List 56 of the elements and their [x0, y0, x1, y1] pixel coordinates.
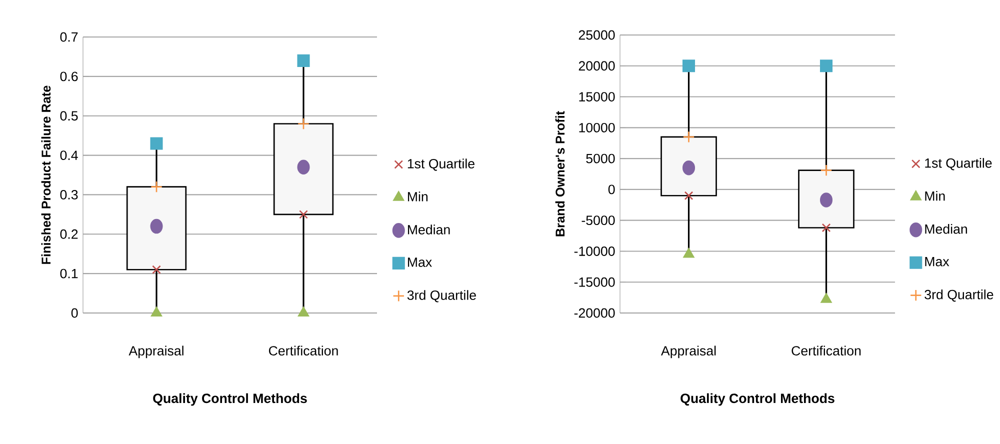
y-tick-label: 0.1 — [60, 268, 78, 278]
point — [150, 306, 162, 316]
point — [822, 223, 831, 232]
legend-label: 3rd Quartile — [924, 290, 994, 302]
point — [683, 248, 694, 258]
y-tick-label: 0.2 — [60, 229, 78, 239]
y-axis-title: Finished Product Failure Rate — [41, 86, 51, 264]
point — [150, 180, 163, 193]
y-tick-label: 5000 — [586, 154, 615, 164]
point — [820, 60, 833, 72]
x-tick-label: Appraisal — [660, 346, 716, 358]
point — [297, 54, 310, 67]
point — [150, 137, 163, 150]
legend-label: Median — [925, 224, 967, 234]
point — [820, 293, 832, 303]
point — [150, 218, 163, 234]
y-tick-label: 0 — [608, 184, 615, 194]
point — [684, 191, 694, 200]
legend-label: Median — [408, 224, 450, 234]
y-tick-label: -20000 — [574, 308, 615, 318]
legend-label: Max — [408, 258, 432, 267]
y-tick-label: -10000 — [574, 246, 615, 256]
point — [299, 210, 308, 219]
x-tick-label: Appraisal — [128, 346, 184, 358]
y-tick-label: 10000 — [579, 122, 615, 132]
y-tick-label: 0.3 — [60, 190, 78, 200]
legend-label: 3rd Quartile — [407, 290, 476, 302]
y-tick-label: 0.4 — [60, 150, 78, 160]
point — [298, 306, 310, 316]
legend-label: Min — [925, 191, 945, 201]
y-tick-label: 20000 — [578, 61, 615, 71]
y-tick-label: 0.6 — [60, 72, 78, 82]
y-tick-label: -15000 — [574, 277, 615, 287]
legend-label: 1st Quartile — [925, 158, 992, 170]
x-axis-title: Quality Control Methods — [680, 393, 834, 406]
legend-label: Max — [925, 257, 950, 266]
x-tick-label: Certification — [268, 346, 338, 356]
y-tick-label: 0 — [71, 308, 78, 318]
point — [820, 164, 832, 176]
point — [297, 118, 310, 130]
point — [682, 130, 695, 143]
y-tick-label: 25000 — [578, 30, 615, 40]
legend-label: 1st Quartile — [408, 158, 474, 171]
point — [682, 160, 696, 176]
x-axis-title: Quality Control Methods — [153, 393, 307, 406]
y-tick-label: 0.7 — [60, 32, 78, 42]
x-tick-label: Certification — [792, 346, 861, 356]
legend-label: Min — [408, 192, 428, 202]
point — [152, 265, 161, 274]
y-axis-title: Brand Owner's Profit — [555, 111, 565, 236]
y-tick-label: 0.5 — [60, 111, 78, 121]
point — [820, 192, 833, 208]
y-tick-label: -5000 — [582, 216, 615, 226]
point — [682, 60, 696, 72]
point — [297, 160, 310, 175]
y-tick-label: 15000 — [579, 92, 615, 102]
